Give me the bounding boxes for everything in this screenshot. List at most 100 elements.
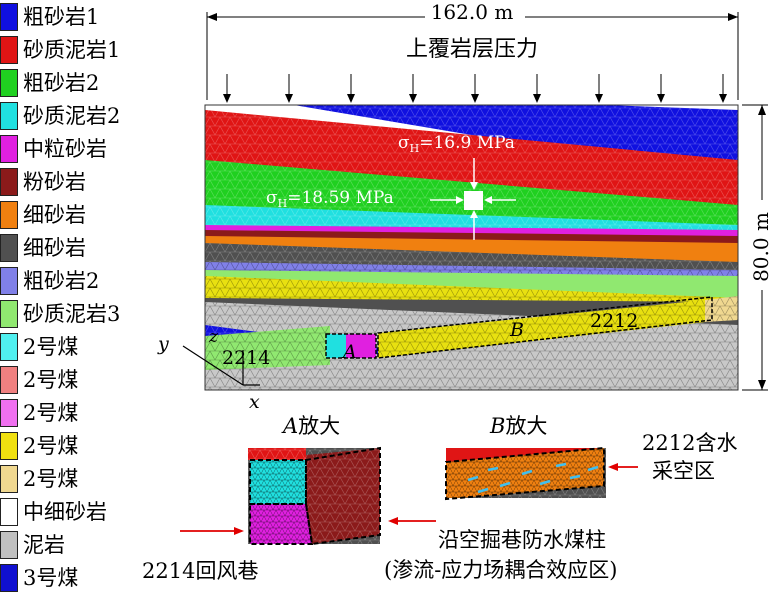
- zoom-a-airway-mesh: [250, 504, 312, 544]
- legend-swatch: [0, 234, 18, 262]
- zoom-a-outlines: [249, 446, 381, 546]
- legend-label: 细砂岩: [23, 203, 86, 227]
- legend-swatch: [0, 300, 18, 328]
- label-a: A: [341, 341, 357, 363]
- zoom-b-outline: [445, 446, 605, 501]
- legend-label: 砂质泥岩3: [23, 302, 121, 326]
- legend-swatch: [0, 168, 18, 196]
- legend-item: 2号煤: [0, 398, 78, 428]
- legend-item: 粉砂岩: [0, 167, 86, 197]
- stress-annotation: σH=16.9 MPa σH=18.59 MPa: [266, 133, 516, 240]
- zone-a-box: [325, 333, 377, 359]
- pillar-annotation-line2: (渗流-应力场耦合效应区): [384, 558, 617, 582]
- load-arrow-head: [223, 94, 231, 103]
- pillar-annotation-line1: 沿空掘巷防水煤柱: [438, 528, 606, 552]
- legend-swatch: [0, 531, 18, 559]
- legend-item: 粗砂岩1: [0, 2, 99, 32]
- legend-label: 粗砂岩1: [23, 5, 100, 29]
- water-mark: [555, 462, 567, 468]
- legend-swatch: [0, 69, 18, 97]
- legend-swatch: [0, 201, 18, 229]
- floor-stratum-mesh: [205, 325, 738, 390]
- legend-swatch: [0, 465, 18, 493]
- zoom-b-title: B放大: [489, 414, 547, 438]
- overburden-load-arrows: [223, 74, 727, 103]
- goaf-annotation-line2: 采空区: [652, 459, 715, 483]
- axis-z-label: z: [208, 327, 219, 347]
- load-arrow-head: [657, 94, 665, 103]
- width-dimension: 162.0 m: [206, 0, 739, 100]
- legend: 粗砂岩1 砂质泥岩1 粗砂岩2 砂质泥岩2 中粒砂岩 粉砂岩 细砂岩 细砂岩 粗砂岩2 砂质泥岩3…: [0, 0, 205, 600]
- height-label: 80.0 m: [749, 212, 770, 282]
- annotation-arrows: [180, 463, 638, 535]
- zoom-b-panel: [446, 448, 606, 498]
- water-mark: [539, 479, 551, 486]
- load-arrow-head: [409, 94, 417, 103]
- axis-y-label: y: [157, 333, 169, 355]
- legend-item: 3号煤: [0, 563, 78, 593]
- zoom-a-cyan-mesh: [250, 460, 306, 504]
- legend-item: 细砂岩: [0, 233, 86, 263]
- water-mark: [587, 465, 599, 472]
- sigma-horizontal-label: σH=18.59 MPa: [266, 188, 394, 210]
- width-label: 162.0 m: [431, 0, 514, 24]
- load-arrow-head: [719, 94, 727, 103]
- legend-label: 细砂岩: [23, 236, 86, 260]
- load-arrow-head: [533, 94, 541, 103]
- legend-swatch: [0, 267, 18, 295]
- goaf-annotation-line1: 2212含水: [642, 431, 737, 455]
- legend-label: 2号煤: [23, 368, 79, 392]
- model-boundary: [204, 104, 739, 391]
- legend-label: 粉砂岩: [23, 170, 86, 194]
- legend-item: 砂质泥岩1: [0, 35, 120, 65]
- coal-2214-zone-mesh: [205, 326, 330, 370]
- load-arrow-head: [595, 94, 603, 103]
- coordinate-axes: y z x: [157, 327, 260, 413]
- legend-item: 2号煤: [0, 332, 78, 362]
- legend-item: 粗砂岩2: [0, 266, 99, 296]
- airway-annotation: 2214回风巷: [142, 559, 258, 583]
- legend-swatch: [0, 399, 18, 427]
- legend-swatch: [0, 366, 18, 394]
- legend-label: 中粒砂岩: [23, 137, 107, 161]
- legend-label: 2号煤: [23, 434, 79, 458]
- coal-2212-zone-mesh: [378, 300, 705, 358]
- legend-item: 砂质泥岩2: [0, 101, 120, 131]
- legend-swatch: [0, 102, 18, 130]
- water-mark: [477, 487, 489, 494]
- legend-label: 粗砂岩2: [23, 269, 100, 293]
- legend-swatch: [0, 3, 18, 31]
- legend-swatch: [0, 498, 18, 526]
- zoom-b-roof: [446, 448, 606, 462]
- zoom-a-panel: [248, 448, 380, 544]
- legend-item: 2号煤: [0, 464, 78, 494]
- legend-label: 粗砂岩2: [23, 71, 100, 95]
- model-strata: [205, 105, 738, 390]
- load-arrow-head: [471, 94, 479, 103]
- water-mark: [521, 469, 533, 476]
- label-b: B: [509, 319, 524, 341]
- legend-swatch: [0, 432, 18, 460]
- load-arrow-head: [347, 94, 355, 103]
- zoom-a-pillar-mesh: [306, 448, 380, 544]
- legend-label: 泥岩: [23, 533, 65, 557]
- axis-x-label: x: [249, 391, 260, 413]
- legend-label: 2号煤: [23, 467, 79, 491]
- zone-a-roadway: [326, 334, 346, 358]
- zone-a-pillar: [346, 334, 376, 358]
- water-mark: [569, 474, 581, 480]
- legend-label: 3号煤: [23, 566, 79, 590]
- legend-label: 砂质泥岩2: [23, 104, 121, 128]
- zone-b-box: [377, 296, 713, 359]
- sigma-vertical-label: σH=16.9 MPa: [398, 133, 515, 155]
- legend-item: 泥岩: [0, 530, 65, 560]
- zoom-a-title: A放大: [281, 414, 340, 438]
- legend-swatch: [0, 135, 18, 163]
- legend-item: 细砂岩: [0, 200, 86, 230]
- label-2214: 2214: [222, 347, 270, 369]
- legend-label: 2号煤: [23, 335, 79, 359]
- water-mark: [487, 466, 499, 472]
- overburden-label: 上覆岩层压力: [406, 37, 538, 62]
- legend-item: 中粒砂岩: [0, 134, 107, 164]
